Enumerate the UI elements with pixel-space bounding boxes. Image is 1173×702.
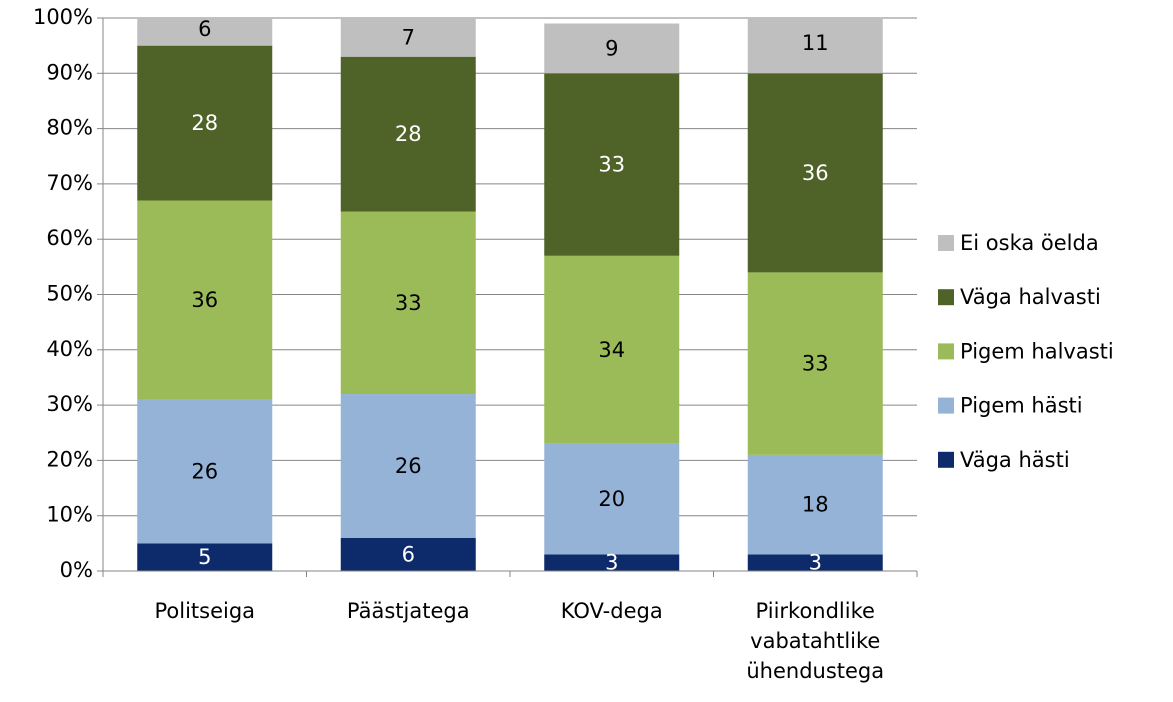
data-label: 20	[598, 487, 625, 511]
data-label: 33	[802, 352, 829, 376]
bar-segment	[340, 56, 476, 212]
y-tick-label: 10%	[46, 503, 93, 527]
legend-swatch	[938, 451, 954, 468]
y-tick-label: 60%	[46, 226, 93, 250]
data-label: 26	[395, 454, 422, 478]
data-label: 18	[802, 493, 829, 517]
data-label: 6	[402, 542, 415, 566]
y-tick-label: 20%	[46, 447, 93, 471]
data-label: 28	[191, 111, 218, 135]
bar-segment	[137, 18, 273, 46]
bar-segment	[544, 443, 680, 555]
y-tick-label: 50%	[46, 282, 93, 306]
y-tick-label: 100%	[33, 5, 93, 29]
bar-segment	[340, 537, 476, 571]
legend-swatch	[938, 235, 954, 251]
data-label: 6	[198, 17, 211, 41]
y-tick-label: 0%	[60, 558, 93, 582]
bar-segment	[137, 200, 273, 400]
bar-segment	[340, 211, 476, 395]
data-label: 11	[802, 31, 829, 55]
bar-segment	[544, 255, 680, 444]
data-label: 33	[395, 291, 422, 315]
data-label: 28	[395, 122, 422, 146]
y-tick-label: 30%	[46, 392, 93, 416]
data-label: 3	[605, 551, 618, 575]
bar-segment	[544, 23, 680, 74]
legend-swatch	[938, 343, 954, 360]
y-tick-label: 90%	[46, 60, 93, 84]
bar-segment	[137, 399, 273, 544]
bar-segment	[544, 554, 680, 571]
data-label: 36	[802, 161, 829, 185]
y-tick-label: 80%	[46, 116, 93, 140]
legend-label: Pigem hästi	[960, 394, 1083, 418]
legend-swatch	[938, 289, 954, 306]
bar-segment	[340, 18, 476, 57]
data-label: 36	[191, 288, 218, 312]
legend-swatch	[938, 397, 954, 414]
data-label: 33	[598, 153, 625, 177]
x-tick-label: KOV-dega	[560, 599, 663, 623]
bar-segment	[747, 454, 883, 555]
x-tick-label: Politseiga	[154, 599, 256, 623]
bar-segment	[747, 73, 883, 273]
data-label: 3	[809, 551, 822, 575]
bar-segment	[544, 73, 680, 256]
data-label: 34	[598, 338, 625, 362]
legend-label: Pigem halvasti	[960, 339, 1114, 363]
legend-label: Ei oska öelda	[960, 231, 1099, 255]
bar-segment	[340, 394, 476, 538]
x-tick-label: Päästjatega	[346, 599, 470, 623]
bar-segment	[747, 554, 883, 571]
data-label: 5	[198, 545, 211, 569]
legend-label: Väga hästi	[960, 448, 1070, 472]
x-tick-label: Piirkondlike vabatahtlike ühendustega	[746, 599, 885, 683]
legend-label: Väga halvasti	[960, 285, 1101, 309]
bar-segment	[137, 45, 273, 201]
y-tick-label: 70%	[46, 171, 93, 195]
data-label: 26	[191, 459, 218, 483]
data-label: 9	[605, 36, 618, 60]
y-tick-label: 40%	[46, 337, 93, 361]
bar-segment	[747, 272, 883, 455]
bar-segment	[137, 543, 273, 571]
data-label: 7	[402, 25, 415, 49]
bar-segment	[747, 18, 883, 74]
